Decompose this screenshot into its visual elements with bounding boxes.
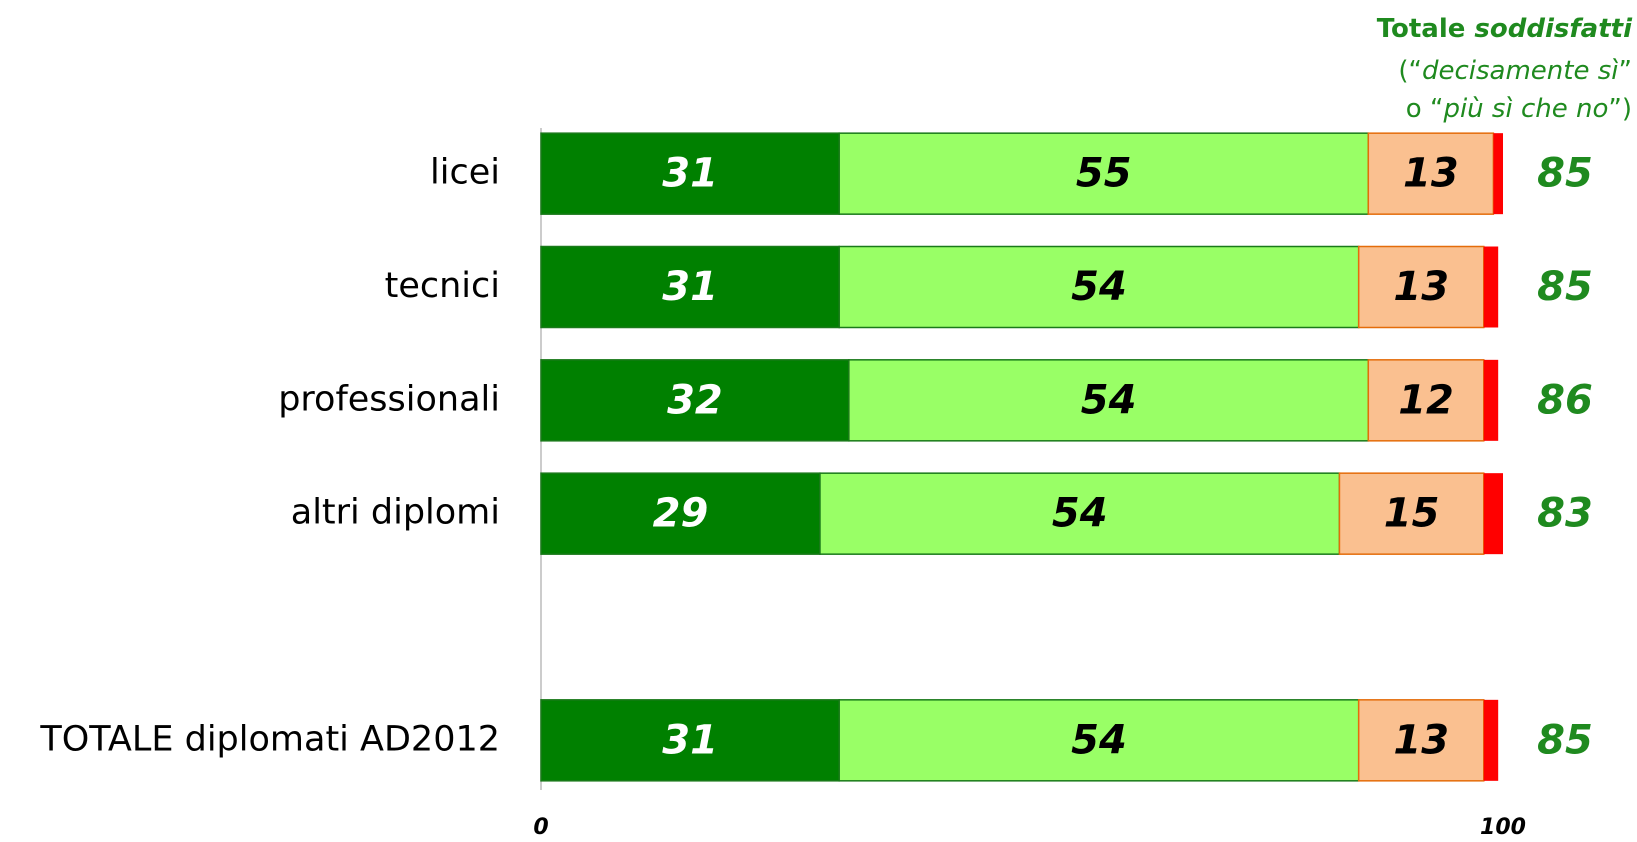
bar-segment <box>838 132 1370 215</box>
bar-segment <box>1483 473 1503 555</box>
bar-segment <box>838 699 1360 782</box>
annotation-text: soddisfatti <box>1474 14 1633 44</box>
annotation-text: ” <box>1619 56 1632 86</box>
bar-segment <box>1357 699 1485 782</box>
category-label: professionali <box>278 379 500 419</box>
annotation-text: decisamente sì <box>1422 56 1619 86</box>
bar-segment <box>1483 359 1499 441</box>
value-label: 13 <box>1403 151 1459 197</box>
bar-segment <box>1367 132 1495 215</box>
bar-segment <box>1493 133 1503 215</box>
annotation-line: o “più sì che no”) <box>1406 94 1632 124</box>
value-label: 54 <box>1071 264 1127 310</box>
bar-segment <box>540 699 840 782</box>
value-label: 31 <box>662 717 718 763</box>
category-label: licei <box>430 153 500 193</box>
value-label: 32 <box>667 377 723 423</box>
bar-segment <box>540 472 821 555</box>
total-label: 85 <box>1537 717 1593 763</box>
annotation-text: ”) <box>1608 94 1632 124</box>
bar-segment <box>540 132 840 215</box>
bar-segment <box>1483 246 1499 328</box>
value-label: 31 <box>662 264 718 310</box>
category-label: tecnici <box>385 266 500 306</box>
total-label: 86 <box>1537 377 1593 423</box>
x-tick-label: 100 <box>1480 815 1526 840</box>
value-label: 54 <box>1052 491 1108 537</box>
total-label: 85 <box>1537 264 1593 310</box>
value-label: 12 <box>1398 377 1454 423</box>
value-label: 55 <box>1076 151 1132 197</box>
total-label: 85 <box>1537 151 1593 197</box>
total-label: 83 <box>1537 491 1593 537</box>
bar-segment <box>819 472 1341 555</box>
bar-segment <box>1367 359 1485 442</box>
annotation-line: (“decisamente sì” <box>1398 56 1632 86</box>
bar-segment <box>1483 699 1499 781</box>
annotation-text: (“ <box>1398 56 1422 86</box>
value-label: 29 <box>653 491 709 537</box>
annotation-line: Totale soddisfatti <box>1377 14 1633 44</box>
bar-segment <box>848 359 1370 442</box>
value-label: 13 <box>1393 264 1449 310</box>
value-label: 15 <box>1384 491 1440 537</box>
bar-segment <box>1357 245 1485 329</box>
value-label: 13 <box>1393 717 1449 763</box>
annotation-text: più sì che no <box>1442 94 1608 124</box>
annotation-text: Totale <box>1377 14 1475 44</box>
value-label: 31 <box>662 151 718 197</box>
category-label: altri diplomi <box>291 493 500 533</box>
category-label: TOTALE diplomati AD2012 <box>39 719 500 759</box>
x-tick-label: 0 <box>533 815 548 840</box>
annotation-text: o “ <box>1406 94 1444 124</box>
value-label: 54 <box>1071 717 1127 763</box>
value-label: 54 <box>1081 377 1137 423</box>
bar-segment <box>1338 472 1485 555</box>
